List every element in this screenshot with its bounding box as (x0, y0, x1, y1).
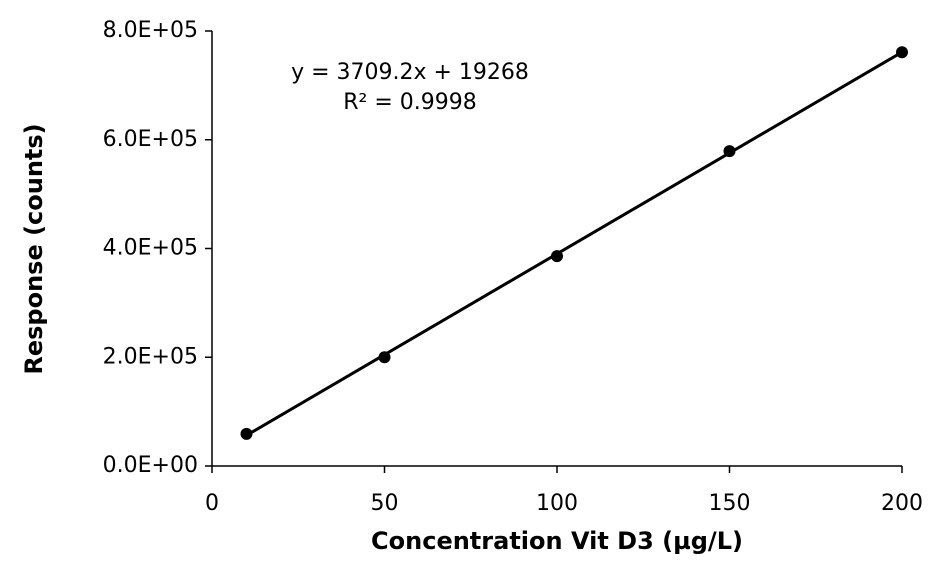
data-point (551, 250, 563, 263)
x-tick-label: 150 (709, 491, 751, 516)
y-tick-label: 8.0E+05 (103, 18, 198, 43)
y-tick-label: 4.0E+05 (103, 236, 198, 261)
x-tick-label: 200 (881, 491, 923, 516)
y-tick-label: 2.0E+05 (103, 344, 198, 369)
data-point (240, 427, 253, 440)
x-tick-label: 0 (205, 491, 219, 516)
trendline-r-squared: R² = 0.9998 (343, 90, 477, 115)
y-tick-label: 0.0E+00 (103, 453, 198, 478)
trendline-equation: y = 3709.2x + 19268 (291, 60, 529, 85)
x-tick-label: 100 (536, 491, 578, 516)
data-point (896, 46, 908, 59)
data-point (723, 145, 736, 158)
data-point (378, 351, 391, 364)
y-tick-label: 6.0E+05 (103, 127, 198, 152)
x-axis-title: Concentration Vit D3 (µg/L) (371, 527, 743, 555)
y-axis-title: Response (counts) (20, 123, 48, 374)
trendline (245, 50, 903, 437)
x-tick-label: 50 (371, 491, 399, 516)
